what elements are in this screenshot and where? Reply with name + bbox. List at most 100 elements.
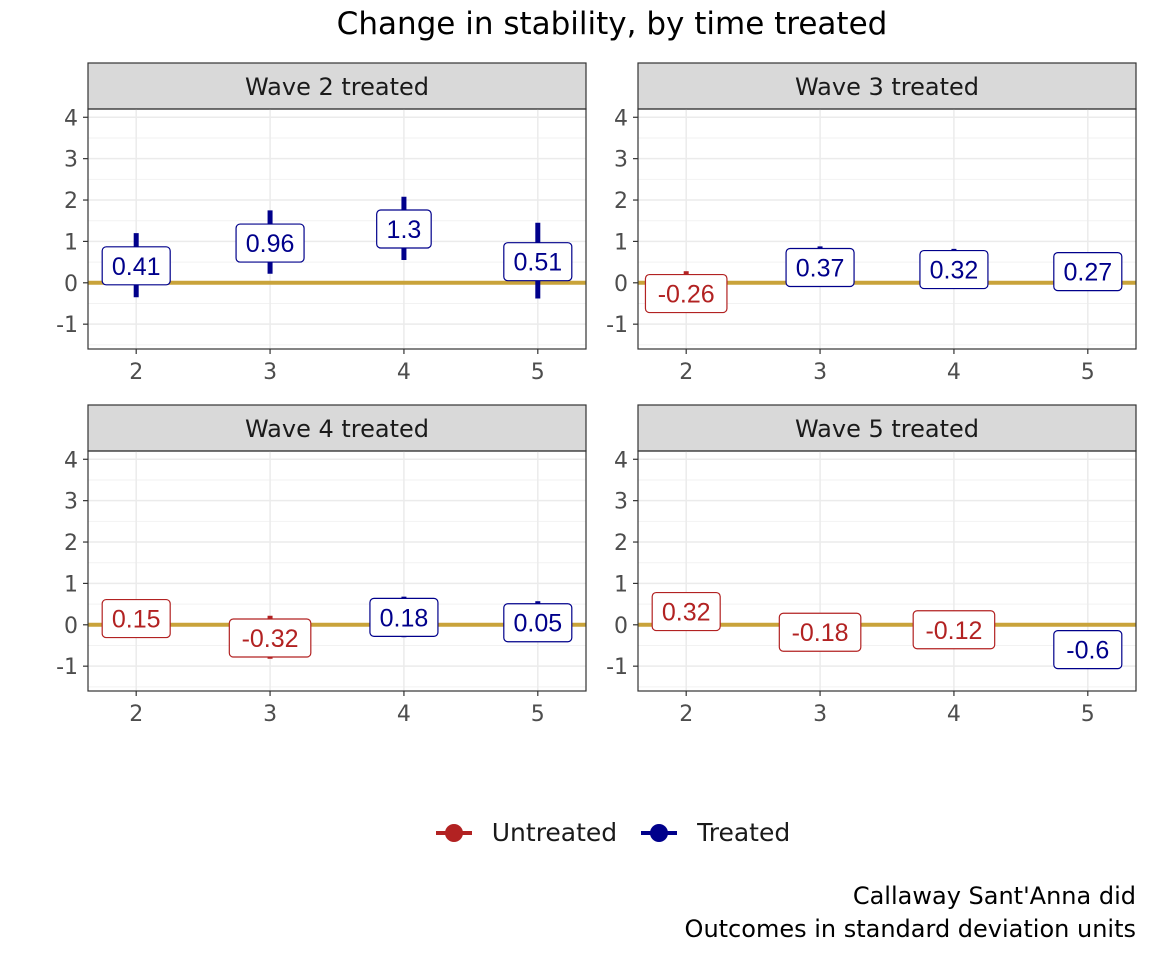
data-label: -0.18: [792, 619, 849, 647]
data-label: 0.96: [246, 230, 295, 258]
y-tick-label: 3: [614, 148, 628, 173]
y-tick-label: -1: [606, 655, 628, 680]
caption: Callaway Sant'Anna did Outcomes in stand…: [685, 880, 1136, 946]
data-label-box: [503, 242, 573, 282]
x-tick-label: 3: [813, 360, 827, 385]
legend-key-untreated: [435, 821, 472, 845]
y-tick-label: 3: [64, 490, 78, 515]
y-tick-label: 2: [614, 531, 628, 556]
data-label: -0.32: [242, 625, 299, 653]
panel-border: [637, 108, 1137, 350]
data-label-box: [785, 247, 855, 288]
panel-border: [87, 108, 587, 350]
y-tick-label: 4: [64, 448, 78, 473]
legend: Untreated Treated: [0, 818, 1152, 851]
y-tick-label: -1: [56, 313, 78, 338]
legend-label-untreated: Untreated: [491, 818, 618, 847]
y-tick-label: 1: [614, 572, 628, 597]
data-label-box: [644, 273, 728, 314]
facet-strip: [637, 404, 1137, 452]
data-label-box: [1053, 630, 1123, 670]
y-tick-label: 4: [614, 106, 628, 131]
x-tick-label: 2: [679, 360, 693, 385]
x-tick-label: 5: [1081, 702, 1095, 727]
legend-item-untreated: Untreated: [435, 818, 618, 847]
facet-panel: Wave 5 treated -1 0 1 2 3 4 2 3 4 5 0.32 -0.18 -0.12 -…: [606, 404, 1137, 727]
facet-label: Wave 3 treated: [795, 73, 979, 101]
data-label: 0.27: [1063, 259, 1112, 287]
data-label: 0.37: [796, 254, 845, 282]
data-label-box: [503, 603, 573, 643]
y-tick-label: 2: [64, 531, 78, 556]
data-label: 0.41: [112, 253, 161, 281]
y-tick-label: 1: [614, 230, 628, 255]
x-tick-label: 2: [129, 360, 143, 385]
y-tick-label: 0: [64, 614, 78, 639]
y-tick-label: 2: [614, 189, 628, 214]
facet-panel: Wave 2 treated -1 0 1 2 3 4 2 3 4 5 0.41 0.96 1.3 0.51: [56, 62, 587, 385]
data-label: -0.26: [658, 281, 715, 309]
x-tick-label: 2: [679, 702, 693, 727]
data-label: 0.32: [930, 257, 979, 285]
facet-strip: [637, 62, 1137, 110]
data-label-box: [778, 612, 862, 652]
panel-border: [637, 450, 1137, 692]
x-tick-label: 4: [397, 702, 411, 727]
y-tick-label: 2: [64, 189, 78, 214]
data-label-box: [101, 246, 171, 286]
x-tick-label: 5: [1081, 360, 1095, 385]
y-tick-label: 0: [614, 614, 628, 639]
data-label-box: [376, 209, 432, 249]
data-label: 0.51: [513, 249, 562, 277]
y-tick-label: -1: [606, 313, 628, 338]
y-tick-label: 4: [614, 448, 628, 473]
data-label: 0.15: [112, 606, 161, 634]
x-tick-label: 4: [397, 360, 411, 385]
data-label: 1.3: [387, 216, 422, 244]
data-label: 0.05: [513, 610, 562, 638]
y-tick-label: 1: [64, 230, 78, 255]
data-label-box: [1053, 252, 1123, 292]
facet-label: Wave 4 treated: [245, 415, 429, 443]
panel-border: [87, 450, 587, 692]
facet-strip: [87, 404, 587, 452]
facet-label: Wave 2 treated: [245, 73, 429, 101]
legend-item-treated: Treated: [641, 818, 790, 847]
legend-key-treated: [641, 821, 678, 845]
y-tick-label: 4: [64, 106, 78, 131]
facet-panel: Wave 3 treated -1 0 1 2 3 4 2 3 4 5 -0.26 0.37 0.32 0.…: [606, 62, 1137, 385]
legend-label-treated: Treated: [697, 818, 791, 847]
y-tick-label: 3: [614, 490, 628, 515]
x-tick-label: 3: [263, 702, 277, 727]
data-label-box: [101, 598, 171, 639]
x-tick-label: 4: [947, 702, 961, 727]
y-tick-label: -1: [56, 655, 78, 680]
facet-panel: Wave 4 treated -1 0 1 2 3 4 2 3 4 5 0.15 -0.32 0.18 0.…: [56, 404, 587, 727]
data-label-box: [369, 597, 439, 637]
data-label: 0.18: [380, 604, 429, 632]
caption-line-1: Callaway Sant'Anna did: [852, 882, 1136, 910]
y-tick-label: 1: [64, 572, 78, 597]
x-tick-label: 3: [263, 360, 277, 385]
x-tick-label: 2: [129, 702, 143, 727]
x-tick-label: 5: [531, 702, 545, 727]
x-tick-label: 3: [813, 702, 827, 727]
data-label-box: [228, 618, 312, 658]
data-label: -0.6: [1066, 637, 1109, 665]
data-label-box: [651, 591, 721, 632]
x-tick-label: 4: [947, 360, 961, 385]
data-label-box: [235, 223, 305, 263]
y-tick-label: 3: [64, 148, 78, 173]
y-tick-label: 0: [614, 272, 628, 297]
data-label-box: [919, 249, 989, 290]
data-label: -0.12: [925, 617, 982, 645]
y-tick-label: 0: [64, 272, 78, 297]
x-tick-label: 5: [531, 360, 545, 385]
facet-strip: [87, 62, 587, 110]
facet-label: Wave 5 treated: [795, 415, 979, 443]
data-label-box: [912, 610, 996, 650]
data-label: 0.32: [662, 599, 711, 627]
caption-line-2: Outcomes in standard deviation units: [684, 915, 1136, 943]
chart-title: Change in stability, by time treated: [336, 6, 888, 42]
